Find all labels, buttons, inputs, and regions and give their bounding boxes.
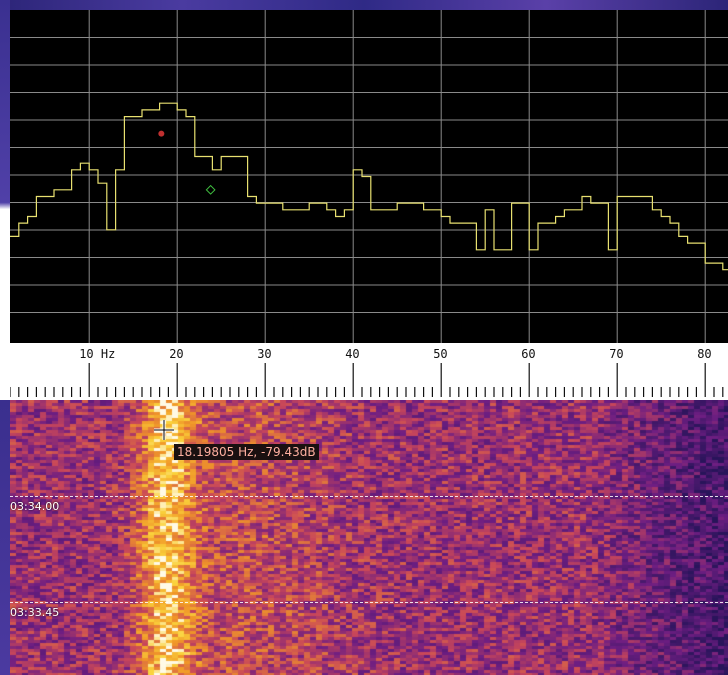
time-gridline [10, 496, 728, 497]
peak-marker [158, 130, 165, 137]
waterfall-canvas [10, 400, 728, 675]
spectrum-svg [10, 10, 728, 343]
time-label: 03:34.00 [10, 500, 60, 513]
scale-label: 20 [169, 347, 183, 361]
scale-label: 70 [609, 347, 623, 361]
spectrum-plot[interactable] [10, 10, 728, 343]
window-frame-left [0, 0, 10, 675]
time-label: 03:33.45 [10, 606, 60, 619]
frequency-scale-svg: 10 Hz 20 30 40 50 60 70 80 [10, 347, 724, 397]
scale-label-10hz: 10 Hz [79, 347, 115, 361]
scale-label: 60 [521, 347, 535, 361]
spectrum-trace [10, 102, 728, 271]
window-frame-left-lower [0, 400, 10, 675]
scale-label: 30 [257, 347, 271, 361]
scale-label: 80 [697, 347, 711, 361]
crosshair-cursor-icon [154, 420, 174, 440]
time-gridline [10, 602, 728, 603]
cursor-readout: 18.19805 Hz, -79.43dB [174, 444, 319, 460]
aux-marker [205, 184, 216, 195]
scale-label: 50 [433, 347, 447, 361]
frequency-scale: 10 Hz 20 30 40 50 60 70 80 [10, 343, 728, 400]
waterfall-display[interactable]: 03:34.00 03:33.45 18.19805 Hz, -79.43dB [10, 400, 728, 675]
window-frame-top [0, 0, 728, 10]
scale-label: 40 [345, 347, 359, 361]
